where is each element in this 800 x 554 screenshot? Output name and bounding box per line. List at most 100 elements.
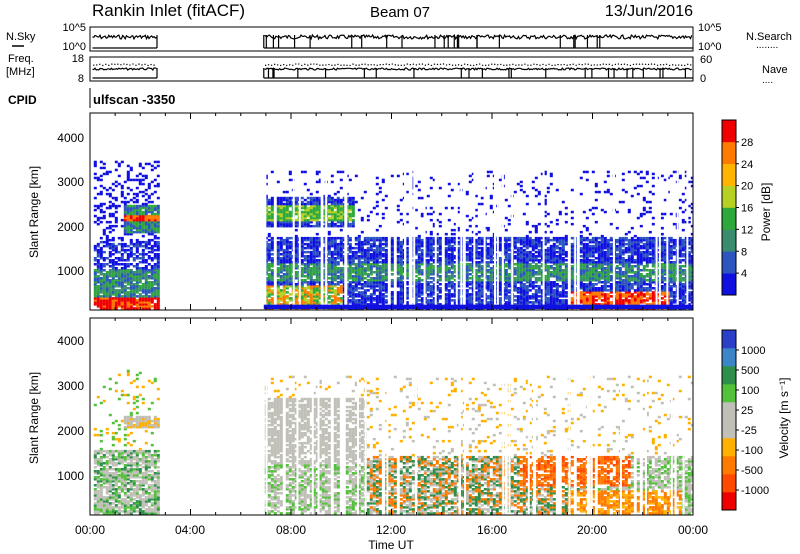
power-cell	[546, 186, 550, 190]
power-cell	[420, 240, 424, 244]
power-cell	[315, 275, 319, 278]
power-cell	[561, 275, 565, 278]
power-cell	[591, 297, 595, 300]
power-cell	[147, 210, 151, 214]
power-cell	[276, 242, 280, 246]
power-cell	[144, 275, 148, 278]
power-cell	[456, 299, 460, 302]
power-cell	[318, 244, 322, 248]
power-cell	[534, 277, 538, 280]
power-cell	[540, 242, 544, 246]
power-cell	[474, 240, 478, 244]
power-cell	[96, 222, 100, 226]
power-cell	[270, 200, 274, 204]
power-cell	[300, 242, 304, 246]
power-cell	[294, 273, 298, 276]
power-cell	[438, 269, 442, 272]
power-cell	[372, 206, 376, 210]
power-cell	[486, 289, 490, 292]
power-cell	[318, 259, 322, 262]
power-cell	[363, 250, 367, 254]
nave-point	[150, 63, 152, 66]
power-cell	[126, 206, 130, 210]
nave-point	[584, 63, 586, 65]
power-cell	[267, 244, 271, 248]
power-cell	[306, 281, 310, 284]
power-cell	[507, 267, 511, 270]
power-cell	[267, 216, 271, 220]
power-cell	[519, 261, 523, 264]
power-cell	[534, 285, 538, 288]
power-cell	[288, 246, 292, 250]
power-cell	[489, 283, 493, 286]
power-cell	[105, 305, 109, 308]
power-cell	[381, 248, 385, 252]
power-cell	[120, 277, 124, 280]
power-cell	[270, 291, 274, 294]
power-cell	[549, 230, 553, 234]
power-cell	[363, 248, 367, 252]
power-cell	[123, 285, 127, 288]
power-cell	[267, 291, 271, 294]
power-cell	[348, 301, 352, 304]
power-cell	[456, 283, 460, 286]
power-cell	[123, 220, 127, 224]
power-cell	[357, 242, 361, 246]
power-cell	[537, 202, 541, 206]
power-cell	[303, 295, 307, 298]
power-cell	[516, 250, 520, 254]
power-cell	[312, 238, 316, 242]
power-cell	[333, 204, 337, 208]
power-cell	[327, 257, 331, 260]
power-cell	[156, 263, 160, 266]
power-cell	[309, 273, 313, 276]
power-cell	[525, 269, 529, 272]
power-cell	[270, 216, 274, 220]
nave-point	[524, 63, 526, 65]
power-cell	[585, 291, 589, 294]
power-cell	[450, 285, 454, 288]
power-cell	[570, 273, 574, 276]
power-cell	[333, 222, 337, 226]
power-cell	[309, 261, 313, 264]
power-cell	[465, 293, 469, 296]
power-cell	[309, 255, 313, 258]
power-cell	[309, 271, 313, 274]
power-cell	[507, 289, 511, 292]
power-cell	[372, 250, 376, 254]
power-cell	[300, 299, 304, 302]
power-cell	[126, 216, 130, 220]
power-cell	[312, 299, 316, 302]
power-cell	[108, 303, 112, 306]
power-cell	[339, 255, 343, 258]
power-cell	[561, 200, 565, 204]
power-cell	[336, 212, 340, 216]
power-cell	[99, 208, 103, 212]
power-cell	[504, 273, 508, 276]
power-cell	[588, 250, 592, 254]
power-cell	[285, 236, 289, 240]
power-cell	[546, 255, 550, 258]
power-cell	[504, 255, 508, 258]
power-cell	[282, 212, 286, 216]
power-cell	[270, 204, 274, 208]
power-cell	[117, 283, 121, 286]
power-cell	[336, 244, 340, 248]
power-cell	[561, 277, 565, 280]
power-cell	[330, 273, 334, 276]
power-cell	[513, 269, 517, 272]
power-cell	[588, 271, 592, 274]
power-cell	[318, 255, 322, 258]
power-cell	[558, 295, 562, 298]
power-cell	[420, 301, 424, 304]
nave-point	[478, 63, 481, 65]
power-cell	[135, 238, 139, 242]
power-cell	[333, 210, 337, 214]
power-cell	[558, 271, 562, 274]
power-cell	[153, 236, 157, 240]
power-cell	[399, 281, 403, 284]
power-cell	[156, 291, 160, 294]
power-cell	[117, 297, 121, 300]
power-cell	[486, 257, 490, 260]
power-cell	[399, 277, 403, 280]
